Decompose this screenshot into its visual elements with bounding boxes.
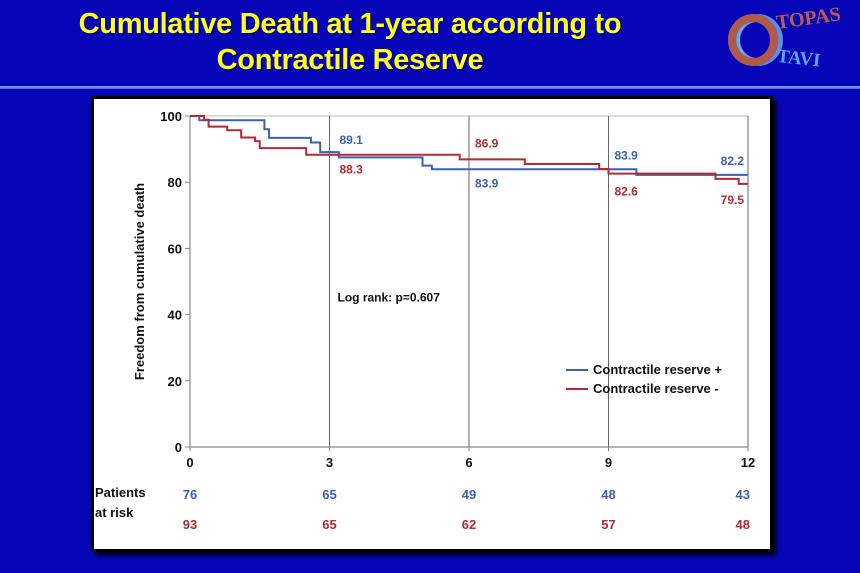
point-labels: 89.1 83.9 83.9 82.2 88.3 86.9 82.6 79.5 <box>340 133 745 207</box>
y-tick-label: 80 <box>168 175 182 190</box>
x-tick-label: 12 <box>741 455 755 470</box>
risk-value: 49 <box>462 487 476 502</box>
x-tick-label: 3 <box>326 455 333 470</box>
point-label: 79.5 <box>721 193 745 207</box>
legend-label: Contractile reserve - <box>593 381 719 396</box>
risk-value: 48 <box>601 487 615 502</box>
series-line-reserve-negative <box>190 115 748 185</box>
risk-value: 43 <box>736 487 750 502</box>
x-tick-label: 9 <box>605 455 612 470</box>
y-tick-label: 20 <box>168 374 182 389</box>
slide-title-line-2: Contractile Reserve <box>216 44 484 76</box>
slide-title: Cumulative Death at 1-year according to … <box>0 6 700 78</box>
chart-panel: 0 20 40 60 80 100 0 3 6 9 12 89.1 83.9 83.9 82.2 88.3 8… <box>91 96 773 552</box>
risk-value: 48 <box>736 517 750 532</box>
point-label: 83.9 <box>475 176 499 190</box>
ring-logo-icon <box>728 14 778 66</box>
slide-title-line-1: Cumulative Death at 1-year according to <box>78 8 622 40</box>
y-axis-title: Freedom from cumulative death <box>132 183 147 380</box>
gridlines <box>190 115 749 447</box>
title-divider <box>0 86 860 89</box>
risk-value: 62 <box>462 517 476 532</box>
logo-text-topas: TOPAS <box>774 3 843 35</box>
x-tick-label: 0 <box>186 455 193 470</box>
risk-value: 65 <box>322 517 336 532</box>
y-tick-label: 60 <box>168 241 182 256</box>
risk-value: 57 <box>601 517 615 532</box>
legend: Contractile reserve + Contractile reserve… <box>566 362 722 396</box>
risk-value: 76 <box>183 487 197 502</box>
point-label: 82.2 <box>721 154 745 168</box>
legend-item: Contractile reserve + <box>566 362 722 377</box>
series-lines <box>190 115 748 185</box>
point-label: 82.6 <box>615 185 639 199</box>
y-tick-label: 40 <box>168 308 182 323</box>
risk-table-header: Patients <box>95 485 146 500</box>
risk-table-header: at risk <box>95 505 134 520</box>
point-label: 89.1 <box>340 133 364 147</box>
logo-text-tavi: TAVI <box>775 46 822 72</box>
risk-table: Patients at risk 76 65 49 48 43 93 65 62 57 48 <box>95 485 750 532</box>
legend-label: Contractile reserve + <box>593 362 722 377</box>
point-label: 86.9 <box>475 136 499 150</box>
x-tick-label: 6 <box>465 455 472 470</box>
topas-tavi-logo: TOPAS TAVI <box>720 3 860 76</box>
risk-value: 65 <box>322 487 336 502</box>
axes: 0 20 40 60 80 100 0 3 6 9 12 <box>160 109 755 470</box>
y-tick-label: 100 <box>160 109 182 124</box>
risk-value: 93 <box>183 517 197 532</box>
point-label: 88.3 <box>340 163 364 177</box>
point-label: 83.9 <box>615 148 639 162</box>
legend-item: Contractile reserve - <box>566 381 719 396</box>
series-line-reserve-positive <box>190 115 748 176</box>
log-rank-annotation: Log rank: p=0.607 <box>338 290 441 304</box>
y-tick-label: 0 <box>175 440 182 455</box>
